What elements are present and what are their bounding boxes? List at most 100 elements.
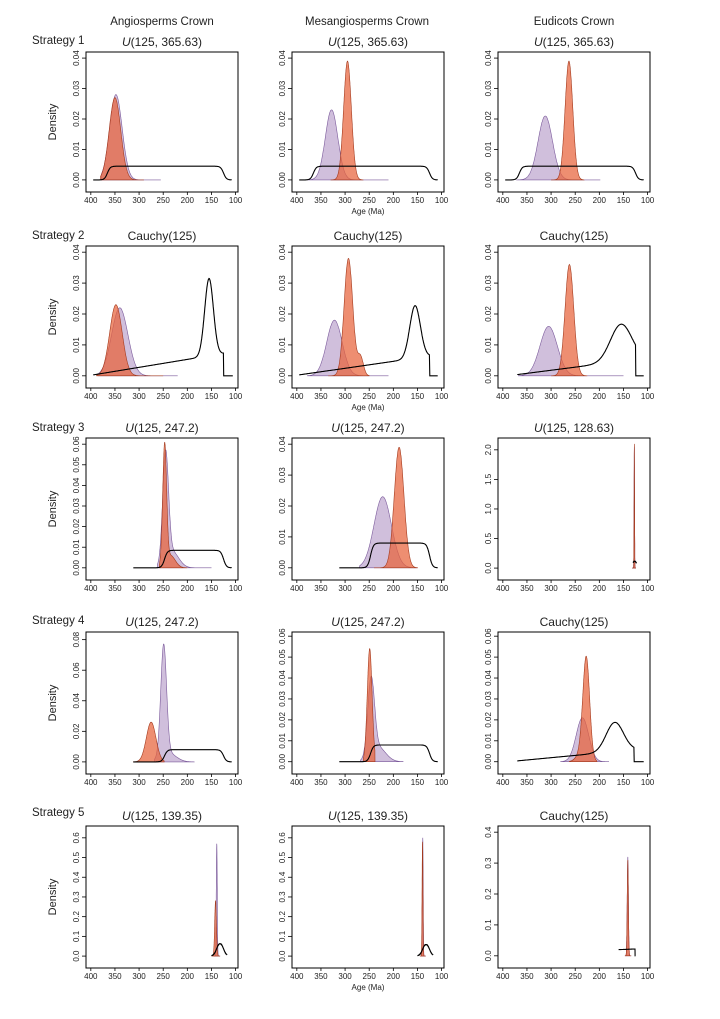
x-tick-label: 350 (108, 584, 122, 593)
x-tick-label: 400 (290, 972, 304, 981)
x-tick-label: 250 (569, 584, 583, 593)
x-tick-label: 300 (338, 972, 352, 981)
calibration-density-curve (299, 305, 438, 377)
calibration-density-curve (517, 721, 644, 763)
x-tick-label: 100 (229, 972, 243, 981)
plot-frame (291, 825, 445, 969)
x-tick-label: 250 (569, 392, 583, 401)
panel-4-1: U(125, 247.2) 0.00 0.02 0.04 0.06 0.08 400 350 3… (47, 615, 243, 787)
x-tick-label: 250 (569, 972, 583, 981)
x-tick-label: 400 (84, 778, 98, 787)
y-tick-label: 0.04 (72, 692, 81, 708)
panel-title-args: (125, 365.63) (543, 35, 614, 49)
y-tick-label: 0.04 (278, 436, 287, 452)
panel-title: U(125, 128.63) (534, 421, 614, 435)
y-tick-label: 0.0 (484, 562, 493, 574)
panel-title-prefix: U (534, 35, 543, 49)
y-axis-label: Density (47, 103, 59, 140)
panel-1-3: U(125, 365.63) 0.00 0.01 0.02 0.03 0.04 400 350… (484, 35, 655, 205)
y-tick-label: 0.5 (278, 851, 287, 863)
plot-frame (497, 437, 651, 581)
x-tick-label: 350 (108, 196, 122, 205)
x-tick-label: 200 (181, 778, 195, 787)
panel-3-3: U(125, 128.63) 0.0 0.5 1.0 1.5 2.0 400 350 300 25… (484, 421, 655, 593)
row-label-strategy-5: Strategy 5 (32, 807, 84, 819)
plot-frame (497, 245, 651, 389)
x-tick-label: 350 (520, 778, 534, 787)
x-tick-label: 400 (84, 196, 98, 205)
y-tick-label: 0.06 (72, 436, 81, 452)
calibration-density-curve (417, 943, 434, 957)
y-tick-label: 0.01 (484, 141, 493, 157)
y-tick-label: 0.6 (278, 832, 287, 844)
calibration-density-curve (505, 165, 644, 181)
y-tick-label: 0.5 (484, 532, 493, 544)
panel-title: Cauchy(125) (540, 615, 609, 629)
y-tick-label: 0.00 (72, 559, 81, 575)
y-tick-label: 0.01 (72, 337, 81, 353)
y-tick-label: 0.04 (278, 244, 287, 260)
x-tick-label: 400 (496, 972, 510, 981)
x-tick-label: 150 (617, 196, 631, 205)
plot-frame (291, 51, 445, 193)
plot-frame (497, 51, 651, 193)
x-axis-label: Age (Ma) (352, 207, 385, 216)
y-tick-label: 0.00 (278, 753, 287, 769)
panel-title: Cauchy(125) (334, 229, 403, 243)
x-tick-label: 350 (314, 196, 328, 205)
y-tick-label: 0.02 (278, 712, 287, 728)
panel-title-args: (125, 247.2) (134, 421, 199, 435)
posterior-density-area (133, 721, 165, 763)
panel-3-2: U(125, 247.2) 0.00 0.01 0.02 0.03 0.04 400 350 3… (278, 421, 449, 593)
plot-frame (497, 825, 651, 969)
panel-5-3: Cauchy(125) 0.0 0.1 0.2 0.3 0.4 400 350 300 250 20… (484, 809, 655, 981)
posterior-density-area (419, 841, 426, 957)
panel-title: U(125, 139.35) (122, 809, 202, 823)
y-tick-label: 0.2 (484, 888, 493, 900)
x-tick-label: 150 (205, 972, 219, 981)
y-tick-label: 0.01 (278, 337, 287, 353)
y-tick-label: 0.03 (72, 275, 81, 291)
x-tick-label: 400 (496, 392, 510, 401)
y-tick-label: 0.03 (278, 275, 287, 291)
panel-title-args: (125, 128.63) (543, 421, 614, 435)
x-tick-label: 100 (229, 392, 243, 401)
column-title-eudicots: Eudicots Crown (534, 16, 615, 28)
y-tick-label: 0.3 (72, 891, 81, 903)
posterior-density-area (624, 859, 632, 957)
panel-3-1: U(125, 247.2) 0.00 0.01 0.02 0.03 0.04 0.05 0.0… (47, 421, 243, 593)
panel-2-1: Cauchy(125) 0.00 0.01 0.02 0.03 0.04 400 350 300… (47, 229, 243, 401)
x-tick-label: 200 (181, 584, 195, 593)
y-tick-label: 0.04 (72, 244, 81, 260)
y-tick-label: 0.01 (484, 732, 493, 748)
x-tick-label: 400 (290, 196, 304, 205)
x-tick-label: 350 (108, 392, 122, 401)
x-tick-label: 350 (520, 196, 534, 205)
x-tick-label: 300 (132, 778, 146, 787)
x-tick-label: 350 (108, 972, 122, 981)
x-tick-label: 100 (641, 392, 655, 401)
y-tick-label: 0.3 (484, 857, 493, 869)
x-tick-label: 150 (411, 584, 425, 593)
calibration-density-curve (133, 749, 232, 763)
column-titles: Angiosperms Crown Mesangiosperms Crown E… (110, 16, 614, 28)
panel-title-prefix: U (534, 421, 543, 435)
row-label-strategy-3: Strategy 3 (32, 422, 84, 434)
panel-title-prefix: U (125, 421, 134, 435)
y-tick-label: 0.06 (72, 662, 81, 678)
x-tick-label: 400 (290, 392, 304, 401)
x-tick-label: 400 (496, 196, 510, 205)
y-tick-label: 0.03 (278, 691, 287, 707)
plot-frame (497, 631, 651, 775)
y-tick-label: 0.1 (278, 930, 287, 942)
y-tick-label: 0.00 (72, 172, 81, 188)
panel-title-prefix: U (328, 809, 337, 823)
panel-title-args: Cauchy(125) (540, 229, 609, 243)
y-tick-label: 0.02 (484, 306, 493, 322)
x-tick-label: 200 (387, 392, 401, 401)
y-tick-label: 0.04 (484, 244, 493, 260)
posterior-density-area (374, 447, 418, 569)
x-tick-label: 250 (569, 196, 583, 205)
x-tick-label: 200 (387, 778, 401, 787)
x-tick-label: 100 (229, 584, 243, 593)
